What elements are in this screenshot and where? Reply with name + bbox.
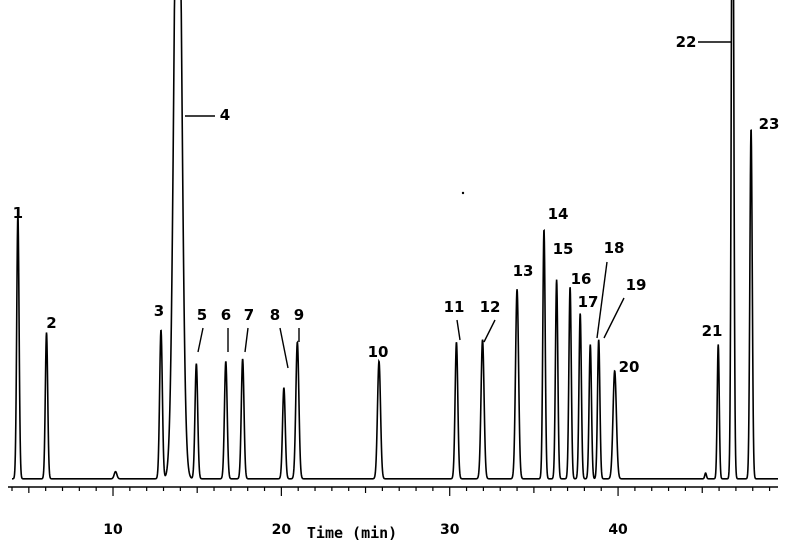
peak-label-3: 3 (154, 302, 164, 320)
stray-dot (461, 191, 465, 195)
peak-leader-11 (456, 319, 461, 341)
peak-label-4: 4 (220, 106, 230, 124)
peak-label-8: 8 (270, 306, 280, 324)
peak-leader-19 (603, 297, 625, 339)
peak-label-7: 7 (244, 306, 254, 324)
peak-label-11: 11 (444, 298, 465, 316)
peak-label-1: 1 (13, 204, 23, 222)
peak-leader-7 (244, 327, 249, 353)
peak-label-14: 14 (548, 205, 569, 223)
peak-label-22: 22 (676, 33, 697, 51)
peak-label-6: 6 (221, 306, 231, 324)
peak-label-5: 5 (197, 306, 207, 324)
peak-label-23: 23 (759, 115, 780, 133)
peak-label-15: 15 (553, 240, 574, 258)
trace-layer (12, 0, 778, 480)
peak-label-10: 10 (368, 343, 389, 361)
x-axis-title: Time (min) (307, 524, 397, 542)
x-axis: 10 20 30 40 (8, 486, 778, 538)
peak-leader-5 (197, 327, 204, 353)
x-tick-label: 10 (103, 522, 123, 538)
chromatogram-trace (12, 0, 778, 480)
x-tick-label: 20 (272, 522, 292, 538)
x-tick-label: 40 (608, 522, 628, 538)
peak-label-21: 21 (702, 322, 723, 340)
peak-label-20: 20 (619, 358, 640, 376)
peak-label-13: 13 (513, 262, 534, 280)
peak-label-12: 12 (480, 298, 501, 316)
peak-label-16: 16 (571, 270, 592, 288)
peak-leader-8 (279, 327, 289, 369)
peak-leader-18 (596, 261, 608, 339)
peak-leader-12 (483, 319, 496, 343)
peak-label-17: 17 (578, 293, 599, 311)
peak-label-2: 2 (46, 314, 56, 332)
x-tick-label: 30 (440, 522, 460, 538)
peak-label-19: 19 (626, 276, 647, 294)
peak-label-18: 18 (604, 239, 625, 257)
peak-label-9: 9 (294, 306, 304, 324)
